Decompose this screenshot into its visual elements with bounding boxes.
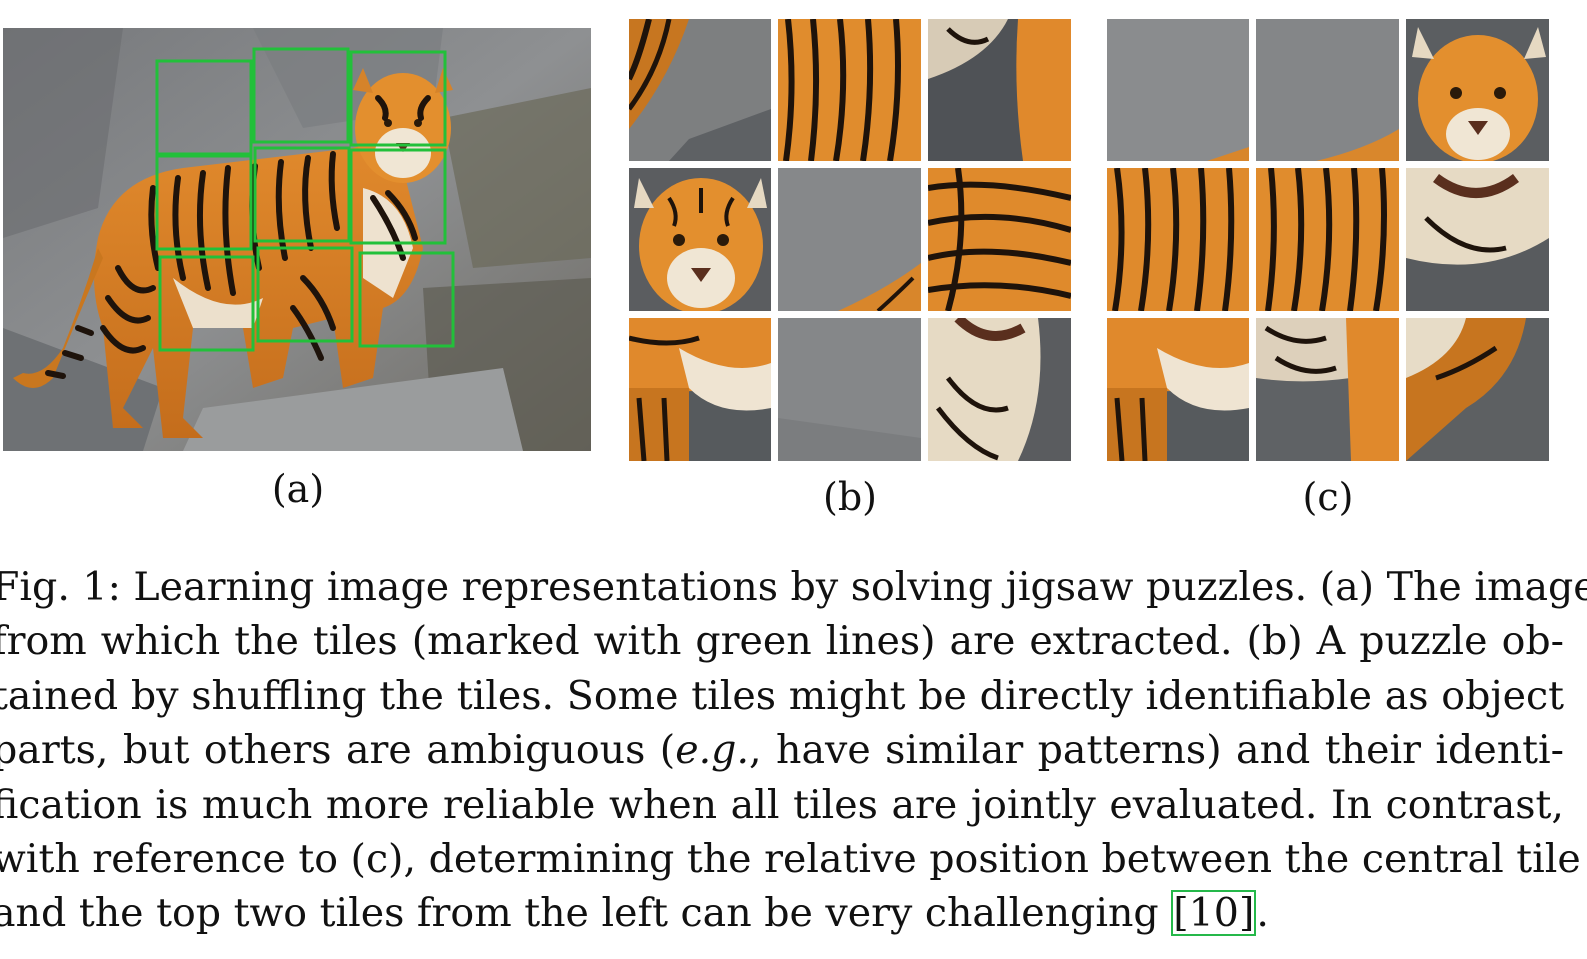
- tile-b-5: [778, 168, 921, 311]
- citation-link[interactable]: [10]: [1171, 890, 1257, 937]
- caption-line: and the top two tiles from the left can …: [0, 886, 1564, 940]
- tile-c-4: [1107, 168, 1249, 311]
- caption-line: fication is much more reliable when all …: [0, 781, 1564, 828]
- panel-label-c: (c): [1302, 475, 1354, 519]
- tile-b-4: [629, 168, 771, 311]
- caption-line: from which the tiles (marked with green …: [0, 618, 1564, 665]
- caption-line: with reference to (c), determining the r…: [0, 835, 1581, 882]
- ordered-puzzle-panel-c: [1107, 19, 1549, 461]
- tile-c-9: [1406, 318, 1549, 461]
- tile-b-8: [778, 318, 921, 461]
- shuffled-puzzle-panel-b: [629, 19, 1071, 461]
- tile-c-8: [1256, 318, 1399, 461]
- caption-line: Fig. 1: Learning image representations b…: [0, 564, 1587, 610]
- tile-c-3: [1406, 19, 1549, 161]
- tile-b-6: [928, 168, 1071, 311]
- caption-italic: e.g.: [675, 727, 750, 774]
- caption-text: and the top two tiles from the left can …: [0, 890, 1172, 937]
- tile-b-2: [778, 19, 921, 161]
- figure-caption: Fig. 1: Learning image representations b…: [0, 560, 1587, 941]
- tiger-photo-panel-a: [3, 28, 591, 451]
- tile-c-6: [1406, 168, 1549, 311]
- tile-c-5: [1256, 168, 1399, 311]
- panel-label-b: (b): [823, 475, 877, 519]
- caption-line: tained by shuffling the tiles. Some tile…: [0, 672, 1564, 719]
- tile-b-7: [629, 318, 771, 461]
- tile-c-2: [1256, 19, 1399, 161]
- caption-text: .: [1256, 890, 1269, 937]
- tile-b-9: [928, 318, 1071, 461]
- caption-line: parts, but others are ambiguous (e.g., h…: [0, 723, 1564, 777]
- tile-b-3: [928, 19, 1071, 161]
- tile-b-1: [629, 19, 771, 161]
- caption-text: , have similar patterns) and their ident…: [749, 727, 1565, 774]
- tiger-photo-icon: [3, 28, 591, 451]
- panel-label-a: (a): [271, 467, 325, 511]
- caption-text: parts, but others are ambiguous (: [0, 727, 676, 774]
- tile-c-1: [1107, 19, 1249, 161]
- tile-c-7: [1107, 318, 1249, 461]
